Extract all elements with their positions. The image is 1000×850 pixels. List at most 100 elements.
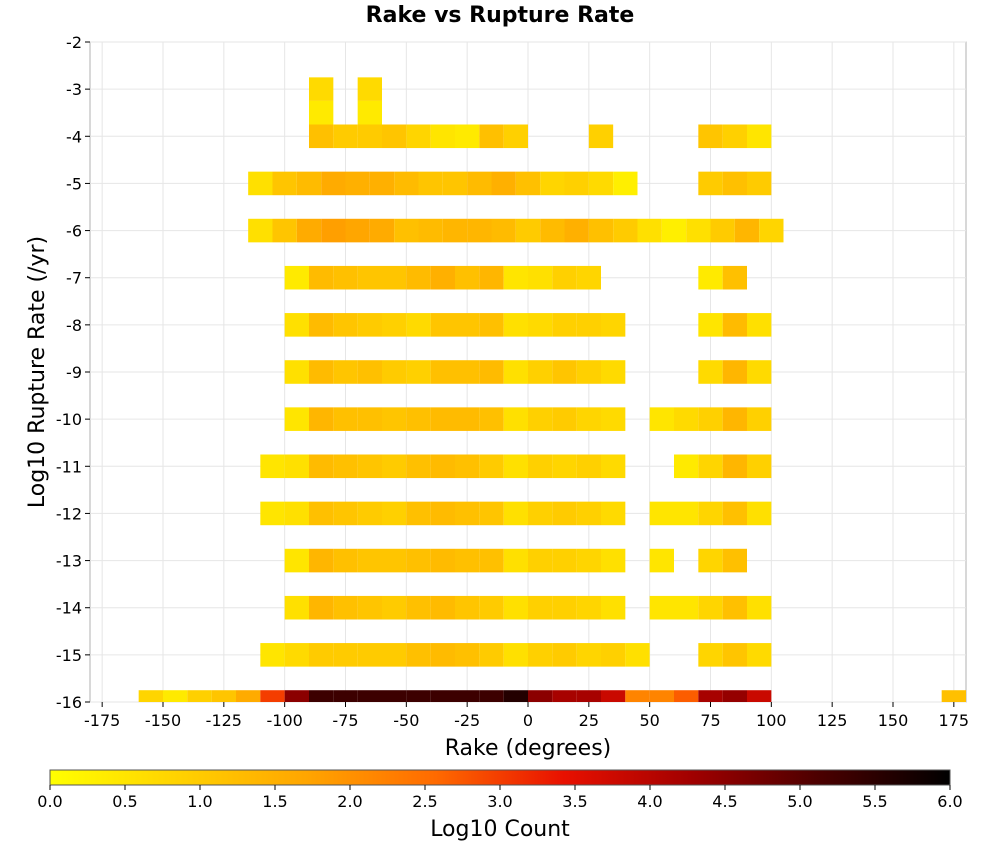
heatmap-cell [722, 501, 747, 526]
heatmap-cell [272, 171, 297, 196]
heatmap-cell [260, 643, 285, 667]
x-axis-ticks: -175 -150 -125 -100 -75 -50 -25 0 25 50 75 100 125 15… [84, 702, 969, 730]
colorbar-tick-label: 3.0 [487, 792, 512, 811]
x-tick-label: -150 [145, 711, 181, 730]
colorbar-tick-label: 0.5 [112, 792, 137, 811]
heatmap-cell [734, 218, 760, 243]
y-tick-label: -5 [66, 174, 82, 193]
heatmap-cell [674, 595, 699, 620]
heatmap-cell [272, 218, 297, 243]
heatmap-cell [382, 407, 407, 431]
heatmap-cell [759, 218, 784, 243]
heatmap-cell [321, 218, 346, 243]
heatmap-cell [649, 595, 674, 620]
y-tick-label: -16 [56, 693, 82, 712]
heatmap-cell [552, 265, 577, 290]
heatmap-cell [552, 643, 577, 667]
heatmap-cell [309, 77, 334, 101]
heatmap-cell [284, 265, 309, 290]
heatmap-cell [698, 643, 723, 667]
heatmap-cell [357, 124, 382, 149]
y-tick-label: -12 [56, 504, 82, 523]
heatmap-cell [333, 501, 358, 526]
heatmap-cell [284, 501, 309, 526]
heatmap-cell [406, 313, 431, 337]
heatmap-cell [528, 690, 553, 702]
heatmap-cell [722, 548, 747, 573]
heatmap-cell [588, 171, 614, 196]
heatmap-cell [406, 265, 431, 290]
heatmap-cell [540, 218, 565, 243]
heatmap-cell [698, 360, 723, 384]
x-tick-label: -125 [206, 711, 242, 730]
heatmap-cell [284, 595, 309, 620]
heatmap-cell [528, 313, 553, 337]
heatmap-cell [528, 454, 553, 479]
x-tick-label: 50 [639, 711, 659, 730]
heatmap-cell [503, 360, 528, 384]
heatmap-cell [284, 548, 309, 573]
heatmap-cell [479, 548, 504, 573]
heatmap-cell [613, 171, 638, 196]
heatmap-cell [357, 265, 382, 290]
heatmap-cell [747, 595, 772, 620]
x-tick-label: 175 [939, 711, 970, 730]
heatmap-cell [722, 360, 747, 384]
heatmap-cell [601, 643, 626, 667]
heatmap-cell [698, 265, 723, 290]
heatmap-cell [503, 548, 528, 573]
heatmap-cell [698, 407, 723, 431]
heatmap-cell [309, 265, 334, 290]
heatmap-cell [382, 454, 407, 479]
heatmap-cell [211, 690, 236, 702]
heatmap-cell [309, 407, 334, 431]
heatmap-cell [698, 313, 723, 337]
heatmap-cell [357, 548, 382, 573]
heatmap-cell [601, 690, 626, 702]
heatmap-cell [296, 218, 322, 243]
heatmap-cell [430, 690, 455, 702]
heatmap-cell [309, 454, 334, 479]
heatmap-cell [309, 124, 334, 149]
heatmap-cell [698, 171, 723, 196]
y-tick-label: -4 [66, 127, 82, 146]
heatmap-cell [503, 501, 528, 526]
heatmap-cell [455, 407, 480, 431]
heatmap-cell [357, 100, 382, 125]
y-tick-label: -15 [56, 646, 82, 665]
heatmap-cell [248, 171, 273, 196]
heatmap-cell [406, 407, 431, 431]
colorbar-tick-label: 1.5 [262, 792, 287, 811]
heatmap-cell [722, 407, 747, 431]
heatmap-cell [479, 595, 504, 620]
heatmap-cell [601, 595, 626, 620]
heatmap-cell [467, 218, 492, 243]
heatmap-cell [552, 454, 577, 479]
heatmap-cell [503, 265, 528, 290]
heatmap-cell [515, 218, 541, 243]
heatmap-cell [661, 218, 687, 243]
heatmap-cell [576, 548, 601, 573]
heatmap-cell [576, 690, 601, 702]
heatmap-cell [515, 171, 541, 196]
heatmap-cell [455, 313, 480, 337]
heatmap-cell [747, 171, 772, 196]
heatmap-cell [722, 313, 747, 337]
heatmap-cell [260, 690, 285, 702]
heatmap-cell [649, 501, 674, 526]
colorbar-tick-label: 2.0 [337, 792, 362, 811]
heatmap-cell [309, 595, 334, 620]
heatmap-cell [747, 690, 772, 702]
heatmap-cell [138, 690, 163, 702]
colorbar-tick-label: 0.0 [37, 792, 62, 811]
heatmap-cell [674, 407, 699, 431]
heatmap-cell [369, 171, 395, 196]
heatmap-cell [552, 501, 577, 526]
heatmap-cell [576, 595, 601, 620]
heatmap-cell [382, 643, 407, 667]
colorbar-tick-label: 5.0 [787, 792, 812, 811]
heatmap-cell [552, 360, 577, 384]
heatmap-cell [601, 407, 626, 431]
colorbar-tick-label: 2.5 [412, 792, 437, 811]
heatmap-cell [260, 454, 285, 479]
